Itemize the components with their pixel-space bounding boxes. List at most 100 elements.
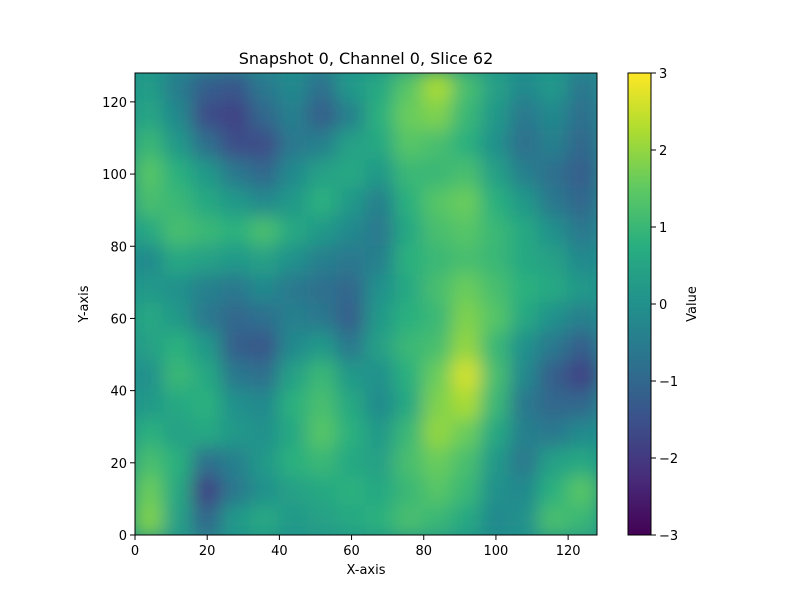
heatmap-cell (480, 216, 512, 248)
heatmap-cell (451, 100, 483, 132)
heatmap-cell (336, 505, 367, 535)
heatmap-cell (278, 274, 310, 305)
heatmap-cell (365, 389, 396, 421)
heatmap-cell (307, 476, 339, 508)
heatmap-cell (567, 418, 597, 450)
heatmap-cell (162, 245, 194, 277)
heatmap-cell (538, 331, 570, 363)
heatmap-cell (249, 476, 281, 508)
heatmap-cell (191, 476, 223, 508)
heatmap-cell (135, 245, 165, 277)
heatmap-cell (451, 389, 483, 421)
heatmap-cell (307, 505, 339, 535)
heatmap-cell (538, 418, 570, 450)
heatmap-cell (509, 476, 541, 508)
heatmap-cell (480, 303, 512, 334)
heatmap-cell (480, 129, 512, 161)
heatmap-cell (249, 100, 281, 132)
plot-frame (134, 72, 598, 536)
heatmap-cell (336, 418, 367, 450)
heatmap-cell (422, 158, 454, 190)
chart-title: Snapshot 0, Channel 0, Slice 62 (239, 49, 494, 68)
heatmap-cell (480, 331, 512, 363)
y-tick-label: 40 (110, 385, 127, 400)
heatmap-cell (278, 360, 310, 392)
heatmap-cell (220, 447, 252, 479)
heatmap-cell (191, 100, 223, 132)
heatmap-cell (135, 274, 165, 305)
heatmap-cell (336, 274, 367, 305)
heatmap-cell (191, 418, 223, 450)
heatmap-cell (135, 331, 165, 363)
heatmap-cell (365, 476, 396, 508)
x-tick-label: 60 (343, 544, 360, 559)
heatmap-cell (480, 73, 512, 103)
heatmap-cell (249, 447, 281, 479)
heatmap-cell (307, 73, 339, 103)
x-tick-label: 120 (556, 544, 581, 559)
heatmap-cell (567, 476, 597, 508)
heatmap-cell (278, 158, 310, 190)
heatmap-cell (567, 129, 597, 161)
heatmap-cell (422, 360, 454, 392)
heatmap-cell (538, 360, 570, 392)
heatmap-cell (538, 505, 570, 535)
heatmap-cell (336, 331, 367, 363)
heatmap-cell (278, 187, 310, 219)
heatmap-cell (422, 331, 454, 363)
heatmap-cell (191, 303, 223, 334)
heatmap-cell (509, 505, 541, 535)
heatmap-cell (278, 331, 310, 363)
heatmap-cell (135, 187, 165, 219)
heatmap-cell (393, 73, 425, 103)
heatmap-cell (538, 245, 570, 277)
heatmap-cell (567, 303, 597, 334)
heatmap-cell (249, 129, 281, 161)
heatmap-cell (162, 447, 194, 479)
heatmap-cell (307, 274, 339, 305)
heatmap-cell (567, 73, 597, 103)
heatmap-cell (509, 447, 541, 479)
heatmap-cell (249, 73, 281, 103)
heatmap-cell (538, 187, 570, 219)
heatmap-cell (191, 129, 223, 161)
heatmap-cell (307, 100, 339, 132)
heatmap-cell (393, 447, 425, 479)
heatmap-cell (336, 360, 367, 392)
heatmap-cell (162, 158, 194, 190)
heatmap-cell (422, 303, 454, 334)
heatmap-cell (567, 187, 597, 219)
heatmap-cell (509, 216, 541, 248)
heatmap-field (135, 73, 597, 535)
heatmap-cell (451, 303, 483, 334)
heatmap-cell (249, 303, 281, 334)
heatmap-cell (278, 447, 310, 479)
heatmap-cell (422, 245, 454, 277)
heatmap-cell (278, 216, 310, 248)
heatmap-cell (567, 100, 597, 132)
heatmap-cell (336, 476, 367, 508)
heatmap-cell (509, 389, 541, 421)
heatmap-cell (307, 216, 339, 248)
heatmap-cell (135, 389, 165, 421)
heatmap-cell (307, 129, 339, 161)
heatmap-cell (365, 158, 396, 190)
x-axis-label: X-axis (347, 563, 386, 578)
x-tick-label: 40 (271, 544, 288, 559)
heatmap-cell (567, 216, 597, 248)
heatmap-cell (220, 187, 252, 219)
heatmap-cell (393, 158, 425, 190)
heatmap-cell (135, 360, 165, 392)
heatmap-cell (307, 158, 339, 190)
heatmap-cell (336, 303, 367, 334)
heatmap-cell (307, 245, 339, 277)
heatmap-cell (307, 303, 339, 334)
heatmap-cell (451, 331, 483, 363)
heatmap-cell (191, 187, 223, 219)
heatmap-cell (393, 360, 425, 392)
heatmap-cell (451, 360, 483, 392)
heatmap-cell (220, 73, 252, 103)
heatmap-cell (162, 100, 194, 132)
heatmap-cell (220, 129, 252, 161)
heatmap-cell (307, 389, 339, 421)
